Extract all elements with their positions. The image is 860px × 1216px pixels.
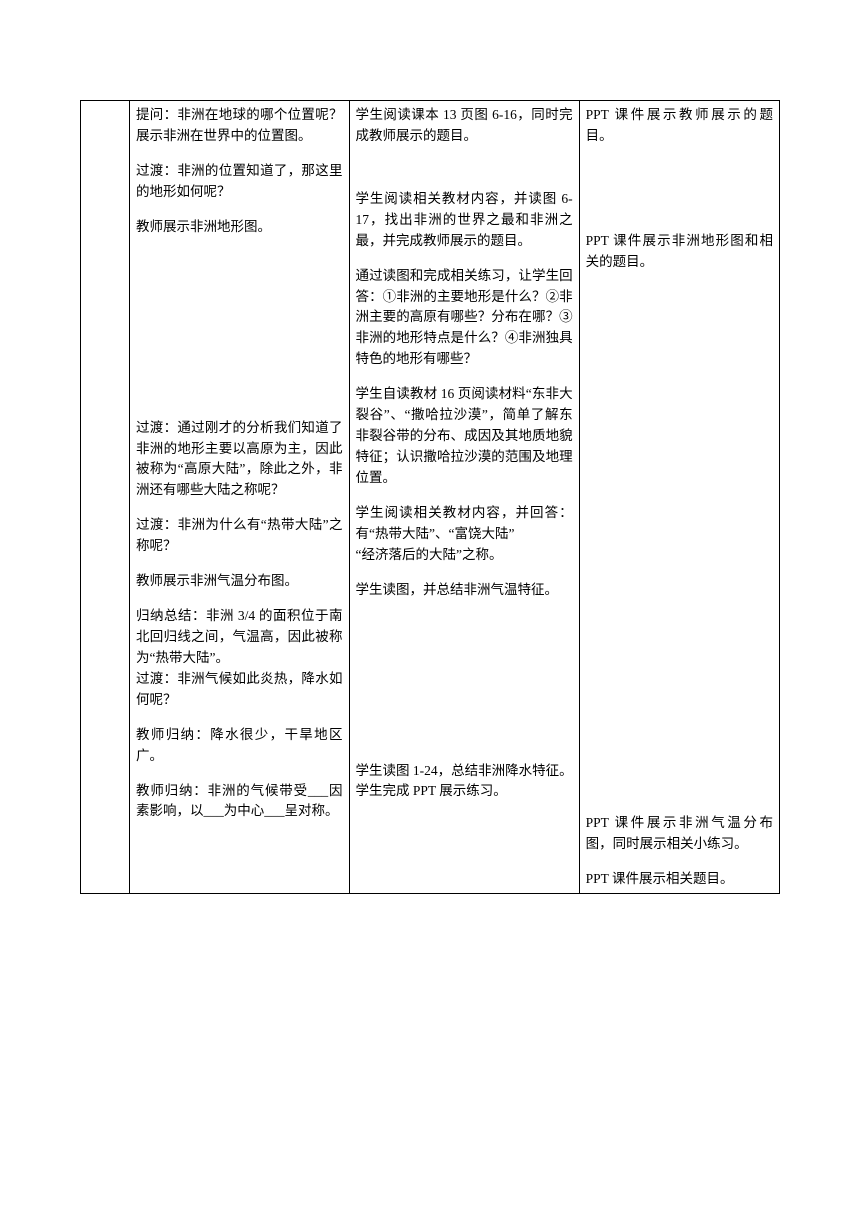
stage-cell	[81, 101, 130, 894]
paragraph: 过渡：通过刚才的分析我们知道了非洲的地形主要以高原为主，因此被称为“高原大陆”，…	[136, 418, 343, 502]
table-row: 提问：非洲在地球的哪个位置呢？展示非洲在世界中的位置图。 过渡：非洲的位置知道了…	[81, 101, 780, 894]
paragraph: 学生阅读课本 13 页图 6-16，同时完成教师展示的题目。	[356, 105, 573, 147]
paragraph: 通过读图和完成相关练习，让学生回答：①非洲的主要地形是什么？②非洲主要的高原有哪…	[356, 266, 573, 371]
student-activity-cell: 学生阅读课本 13 页图 6-16，同时完成教师展示的题目。 学生阅读相关教材内…	[349, 101, 579, 894]
paragraph: 学生自读教材 16 页阅读材料“东非大裂谷”、“撒哈拉沙漠”，简单了解东非裂谷带…	[356, 384, 573, 489]
paragraph: 学生完成 PPT 展示练习。	[356, 781, 573, 802]
paragraph: 过渡：非洲的位置知道了，那这里的地形如何呢？	[136, 161, 343, 203]
resources-cell: PPT 课件展示教师展示的题目。 PPT 课件展示非洲地形图和相关的题目。 PP…	[579, 101, 779, 894]
paragraph: 教师归纳：降水很少，干旱地区广。	[136, 725, 343, 767]
paragraph: 提问：非洲在地球的哪个位置呢？展示非洲在世界中的位置图。	[136, 105, 343, 147]
paragraph: 学生读图，并总结非洲气温特征。	[356, 580, 573, 601]
paragraph: 学生阅读相关教材内容，并读图 6-17，找出非洲的世界之最和非洲之最，并完成教师…	[356, 189, 573, 252]
paragraph: PPT 课件展示相关题目。	[586, 869, 773, 890]
paragraph: 归纳总结：非洲 3/4 的面积位于南北回归线之间，气温高，因此被称为“热带大陆”…	[136, 606, 343, 669]
paragraph: PPT 课件展示非洲地形图和相关的题目。	[586, 231, 773, 273]
paragraph: “经济落后的大陆”之称。	[356, 545, 573, 566]
lesson-plan-page: 提问：非洲在地球的哪个位置呢？展示非洲在世界中的位置图。 过渡：非洲的位置知道了…	[80, 100, 780, 894]
paragraph: 学生读图 1-24，总结非洲降水特征。	[356, 761, 573, 782]
paragraph: PPT 课件展示教师展示的题目。	[586, 105, 773, 147]
paragraph: 教师归纳：非洲的气候带受___因素影响，以___为中心___呈对称。	[136, 781, 343, 823]
paragraph: 学生阅读相关教材内容，并回答：有“热带大陆”、“富饶大陆”	[356, 503, 573, 545]
lesson-plan-table: 提问：非洲在地球的哪个位置呢？展示非洲在世界中的位置图。 过渡：非洲的位置知道了…	[80, 100, 780, 894]
paragraph: 教师展示非洲地形图。	[136, 217, 343, 238]
paragraph: 过渡：非洲气候如此炎热，降水如何呢？	[136, 669, 343, 711]
paragraph: 教师展示非洲气温分布图。	[136, 571, 343, 592]
paragraph: 过渡：非洲为什么有“热带大陆”之称呢？	[136, 515, 343, 557]
teacher-activity-cell: 提问：非洲在地球的哪个位置呢？展示非洲在世界中的位置图。 过渡：非洲的位置知道了…	[130, 101, 350, 894]
paragraph: PPT 课件展示非洲气温分布图，同时展示相关小练习。	[586, 813, 773, 855]
